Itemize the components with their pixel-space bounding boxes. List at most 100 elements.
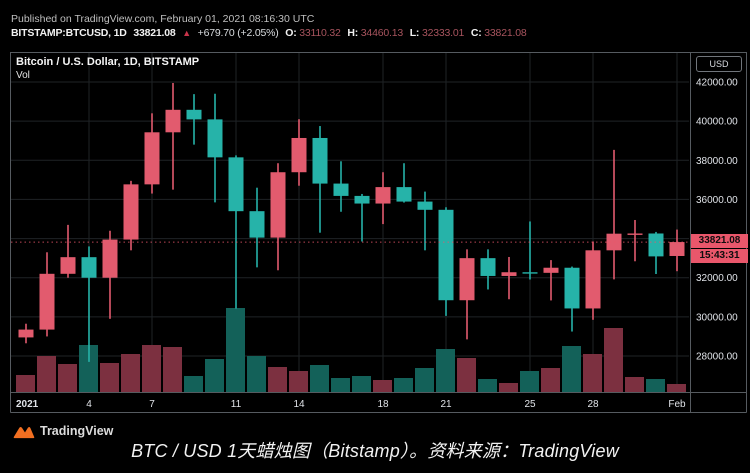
volume-bar (247, 356, 266, 392)
candle-body (249, 211, 265, 238)
ticker-symbol: BITSTAMP:BTCUSD, 1D (11, 27, 127, 39)
time-tick-label: Feb (668, 399, 686, 410)
high-label: H: (347, 27, 359, 39)
ticker-change: +679.70 (+2.05%) (197, 27, 279, 39)
volume-bar (646, 379, 665, 392)
bar-close-countdown: 15:43:31 (691, 249, 748, 263)
candle-body (18, 329, 34, 338)
volume-bar (79, 345, 98, 392)
time-tick-label: 4 (86, 399, 92, 410)
candle-body (396, 187, 412, 202)
volume-bar (373, 380, 392, 392)
last-price-tag: 33821.08 (691, 234, 748, 248)
candle-body (669, 242, 685, 256)
candle-body (123, 184, 139, 240)
time-tick-label: 2021 (16, 399, 39, 410)
candle-body (102, 239, 118, 278)
close-value: 33821.08 (484, 27, 527, 39)
candle-body (144, 132, 160, 185)
volume-bar (625, 377, 644, 392)
candle-body (39, 273, 55, 330)
price-tick-label: 32000.00 (696, 273, 738, 284)
volume-bar (352, 376, 371, 392)
volume-bar (184, 376, 203, 392)
time-tick-label: 18 (377, 399, 389, 410)
volume-bar (583, 354, 602, 392)
candle-body (186, 109, 202, 120)
open-value: 33110.32 (299, 27, 341, 39)
currency-usd-button[interactable]: USD (696, 56, 742, 72)
volume-bar (520, 371, 539, 392)
candle-body (543, 267, 559, 273)
time-axis-labels[interactable]: 2021 4 7 11 14 18 21 25 28 Feb (16, 399, 686, 410)
candle-body (165, 109, 181, 133)
time-tick-label: 11 (231, 399, 242, 410)
chart-frame (10, 52, 747, 413)
candle-body (81, 257, 97, 278)
candle-body (459, 258, 475, 301)
volume-bar (310, 365, 329, 392)
volume-bar (604, 328, 623, 392)
candles (18, 82, 685, 362)
candle-body (522, 272, 538, 274)
price-axis-labels[interactable]: 42000.00 40000.00 38000.00 36000.00 32000.00… (696, 78, 738, 363)
price-tick-label: 40000.00 (696, 117, 738, 128)
volume-bar (37, 356, 56, 392)
volume-bar (478, 379, 497, 392)
candle-body (312, 137, 328, 184)
candle-body (501, 272, 517, 276)
volume-bar (667, 384, 686, 392)
chart-legend[interactable]: Bitcoin / U.S. Dollar, 1D, BITSTAMP Vol (16, 55, 199, 83)
volume-bar (289, 371, 308, 392)
volume-bars (16, 308, 686, 392)
grid-layer (11, 52, 689, 392)
tradingview-logo[interactable]: TradingView (13, 422, 113, 439)
time-tick-label: 14 (293, 399, 305, 410)
volume-bar (499, 383, 518, 392)
chart-caption: BTC / USD 1天蜡烛图（Bitstamp）。资料来源：TradingVi… (131, 441, 619, 461)
candle-body (480, 258, 496, 276)
volume-bar (121, 354, 140, 392)
candle-body (564, 267, 580, 309)
volume-bar (205, 359, 224, 392)
legend-symbol-title[interactable]: Bitcoin / U.S. Dollar, 1D, BITSTAMP (16, 56, 200, 68)
candle-body (438, 209, 454, 301)
price-tick-label: 28000.00 (696, 352, 738, 363)
ticker-status-line: BITSTAMP:BTCUSD, 1D 33821.08 ▲ +679.70 (… (11, 27, 530, 39)
ticker-last-price: 33821.08 (133, 27, 176, 39)
up-triangle-icon: ▲ (182, 28, 191, 38)
close-label: C: (470, 27, 482, 39)
volume-bar (394, 378, 413, 392)
time-tick-label: 21 (440, 399, 452, 410)
low-label: L: (409, 27, 420, 39)
candle-body (627, 233, 643, 235)
candle-body (417, 201, 433, 210)
volume-bar (415, 368, 434, 392)
open-label: O: (285, 27, 297, 39)
candle-body (333, 183, 349, 196)
volume-bar (562, 346, 581, 392)
time-tick-label: 25 (524, 399, 536, 410)
candle-body (60, 257, 76, 274)
candle-body (375, 187, 391, 204)
price-tick-label: 42000.00 (696, 78, 738, 89)
volume-bar (457, 358, 476, 392)
low-value: 32333.01 (421, 27, 465, 39)
candle-body (648, 233, 664, 257)
volume-bar (58, 364, 77, 392)
published-line: Published on TradingView.com, February 0… (11, 13, 315, 25)
legend-volume-label[interactable]: Vol (16, 70, 30, 81)
volume-bar (541, 368, 560, 392)
price-tick-label: 30000.00 (696, 312, 738, 323)
time-tick-label: 28 (587, 399, 599, 410)
candle-body (585, 250, 601, 309)
volume-bar (163, 347, 182, 392)
price-tick-label: 36000.00 (696, 195, 738, 206)
tradingview-mountain-icon (13, 426, 35, 439)
time-tick-label: 7 (149, 399, 155, 410)
candle-body (207, 119, 223, 158)
volume-bar (100, 363, 119, 392)
high-value: 34460.13 (360, 27, 403, 39)
